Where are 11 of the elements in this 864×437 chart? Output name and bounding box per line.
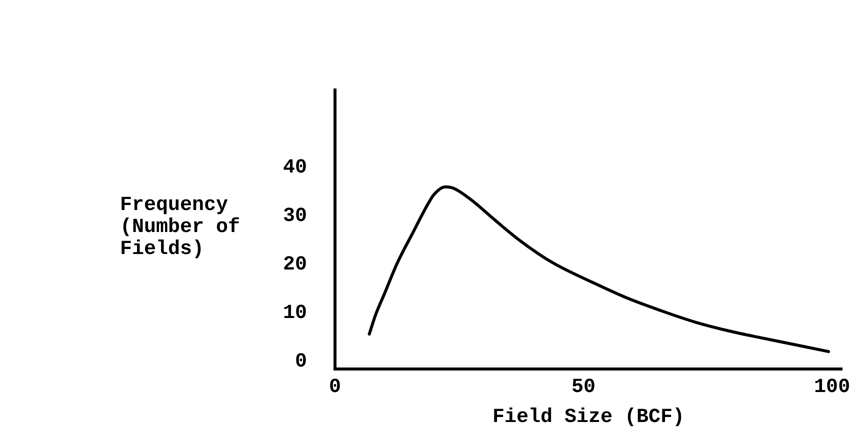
x-tick-label: 100 bbox=[814, 376, 850, 400]
x-tick-label: 50 bbox=[572, 376, 596, 400]
y-axis-title: Frequency (Number of Fields) bbox=[120, 194, 242, 261]
x-tick-label: 0 bbox=[328, 376, 342, 400]
x-axis-title: Field Size (BCF) bbox=[492, 406, 685, 430]
y-tick-label: 0 bbox=[294, 350, 307, 374]
y-tick-label: 40 bbox=[282, 156, 307, 180]
line-series bbox=[368, 185, 830, 354]
y-tick-label: 20 bbox=[282, 253, 307, 276]
y-tick-label: 10 bbox=[282, 302, 307, 325]
y-tick-label: 30 bbox=[282, 204, 307, 228]
